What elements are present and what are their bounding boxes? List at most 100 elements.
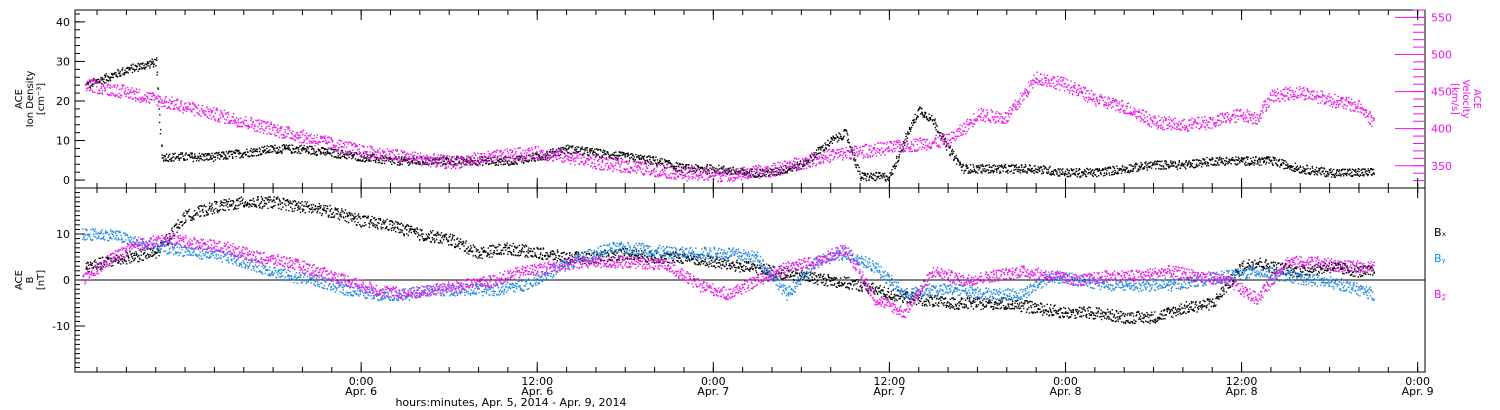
density-series-point bbox=[875, 171, 877, 174]
density-series-point bbox=[223, 153, 225, 155]
density-series-point bbox=[815, 154, 818, 156]
velocity-series-point bbox=[772, 171, 774, 173]
density-series-point bbox=[1134, 164, 1136, 166]
density-series-point bbox=[954, 156, 956, 158]
density-series-point bbox=[101, 83, 103, 85]
velocity-series-point bbox=[299, 134, 301, 137]
velocity-series-point bbox=[838, 155, 841, 157]
density-series-point bbox=[1074, 172, 1076, 175]
velocity-series-point bbox=[267, 121, 269, 123]
velocity-series-point bbox=[646, 170, 648, 173]
velocity-series-point bbox=[721, 180, 723, 182]
velocity-series-point bbox=[932, 141, 934, 143]
density-series-point bbox=[111, 72, 113, 75]
velocity-series-point bbox=[482, 161, 484, 164]
density-series-point bbox=[331, 155, 333, 157]
density-series-point bbox=[988, 164, 990, 166]
density-series-point bbox=[143, 64, 145, 67]
velocity-series-point bbox=[722, 173, 724, 176]
density-series-point bbox=[902, 146, 904, 148]
density-series-point bbox=[238, 151, 241, 153]
density-series-point bbox=[583, 152, 586, 154]
velocity-series-point bbox=[366, 151, 369, 153]
density-series-point bbox=[389, 157, 391, 159]
density-series-point bbox=[124, 69, 126, 71]
velocity-series-point bbox=[331, 139, 333, 141]
density-series-point bbox=[1234, 163, 1236, 165]
velocity-series-point bbox=[223, 109, 225, 112]
velocity-series-point bbox=[801, 158, 804, 160]
velocity-series-point bbox=[916, 139, 919, 141]
density-series-point bbox=[543, 158, 545, 161]
density-series-point bbox=[234, 152, 237, 154]
density-series-point bbox=[376, 156, 378, 159]
density-series-point bbox=[831, 138, 833, 141]
velocity-series-point bbox=[252, 121, 254, 123]
density-series-point bbox=[835, 137, 837, 139]
density-series-point bbox=[531, 152, 534, 155]
density-series-point bbox=[935, 124, 937, 126]
density-series-point bbox=[1038, 167, 1040, 170]
velocity-series-point bbox=[150, 92, 153, 95]
density-series-point bbox=[782, 172, 784, 175]
density-series-point bbox=[313, 150, 315, 152]
density-series-point bbox=[145, 63, 148, 65]
velocity-series-point bbox=[685, 167, 688, 169]
density-series-point bbox=[484, 156, 486, 159]
density-series-point bbox=[279, 151, 281, 153]
velocity-series-point bbox=[894, 150, 896, 152]
density-series-point bbox=[1190, 163, 1192, 165]
density-series-point bbox=[426, 158, 429, 160]
velocity-series-point bbox=[505, 155, 507, 157]
density-series-point bbox=[885, 180, 887, 182]
density-series-point bbox=[857, 164, 859, 166]
density-series-point bbox=[976, 172, 979, 174]
velocity-series-point bbox=[542, 153, 544, 155]
velocity-series-point bbox=[408, 160, 410, 162]
velocity-series-point bbox=[897, 142, 899, 144]
velocity-series-point bbox=[665, 175, 667, 177]
density-series-point bbox=[1364, 171, 1366, 173]
density-series-point bbox=[469, 164, 471, 166]
velocity-series-point bbox=[245, 119, 248, 122]
density-series-point bbox=[1195, 159, 1198, 161]
density-series-point bbox=[649, 155, 651, 157]
density-series-point bbox=[616, 157, 618, 159]
density-series-point bbox=[256, 148, 258, 150]
density-series-point bbox=[817, 148, 820, 151]
velocity-series-point bbox=[185, 108, 187, 110]
density-series-point bbox=[607, 151, 609, 154]
density-series-point bbox=[756, 171, 758, 174]
velocity-series-point bbox=[773, 175, 775, 177]
density-series-point bbox=[1273, 157, 1275, 159]
density-series-point bbox=[1351, 174, 1354, 177]
velocity-series-point bbox=[855, 145, 857, 148]
velocity-series-point bbox=[477, 152, 479, 154]
density-series-point bbox=[600, 157, 602, 159]
density-series-point bbox=[1338, 169, 1341, 171]
velocity-series-point bbox=[926, 138, 929, 141]
velocity-series-point bbox=[94, 79, 96, 82]
density-series-point bbox=[406, 159, 408, 162]
density-series-point bbox=[1236, 163, 1238, 165]
density-series-point bbox=[335, 156, 337, 158]
velocity-series-point bbox=[564, 160, 566, 162]
density-series-point bbox=[661, 163, 663, 165]
density-series-point bbox=[604, 153, 606, 155]
density-series-point bbox=[1003, 164, 1005, 167]
density-series-point bbox=[153, 63, 155, 65]
density-series-point bbox=[965, 165, 967, 167]
velocity-series-point bbox=[491, 152, 493, 154]
density-series-point bbox=[990, 171, 992, 174]
density-series-point bbox=[1174, 162, 1176, 164]
density-series-point bbox=[487, 157, 490, 160]
density-series-point bbox=[912, 124, 914, 126]
velocity-series-point bbox=[157, 94, 159, 97]
density-series-point bbox=[282, 144, 285, 146]
velocity-series-point bbox=[265, 123, 268, 125]
density-series-point bbox=[1299, 172, 1301, 174]
density-series-point bbox=[971, 170, 973, 172]
density-series-point bbox=[117, 76, 119, 78]
velocity-series-point bbox=[922, 143, 924, 145]
density-series-point bbox=[1024, 170, 1026, 172]
